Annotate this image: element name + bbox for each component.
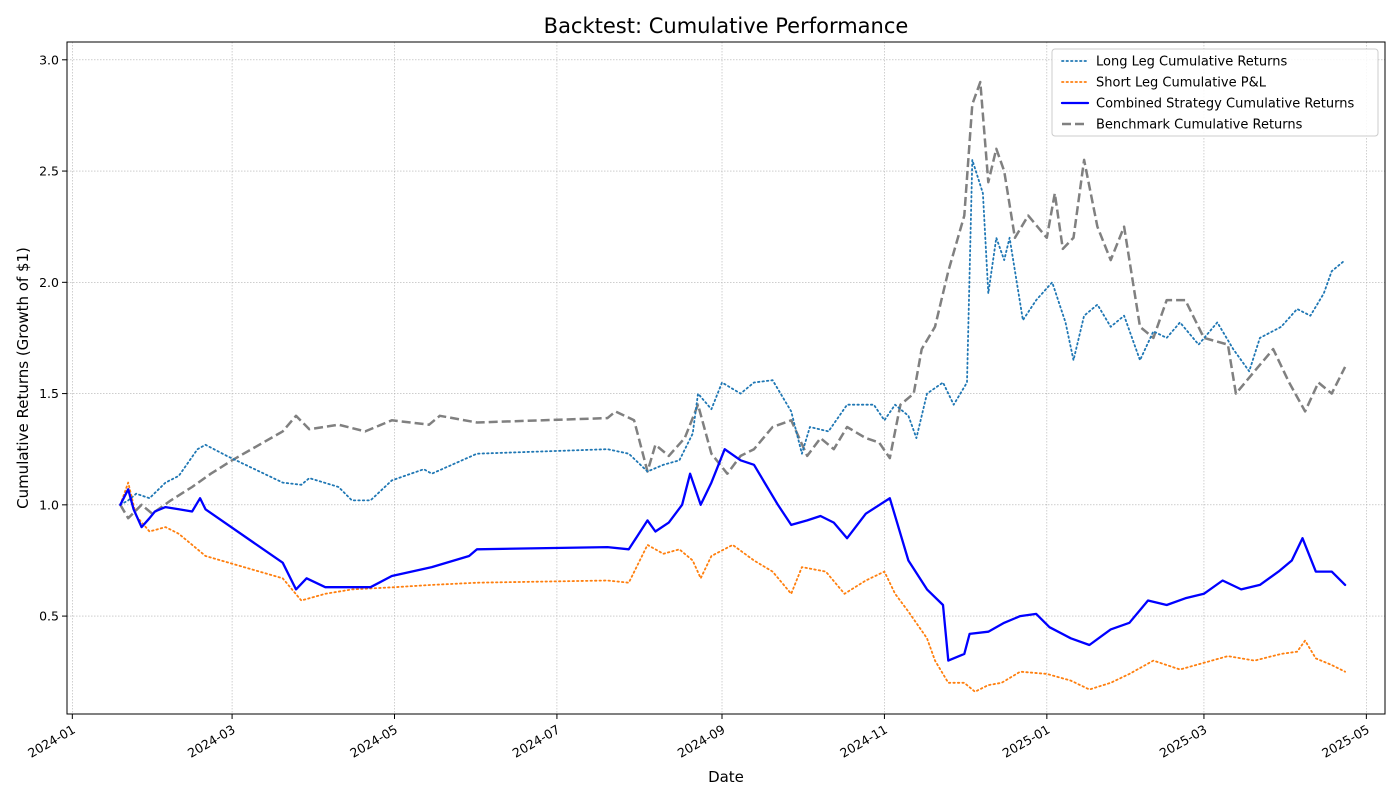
legend-label: Benchmark Cumulative Returns	[1096, 118, 1303, 133]
x-axis-label: Date	[708, 768, 744, 786]
x-tick-label: 2024-09	[675, 722, 728, 761]
y-axis: 0.5 1.0 1.5 2.0 2.5 3.0	[39, 52, 67, 624]
legend-box	[1051, 48, 1379, 137]
series-line-3	[119, 80, 1347, 520]
x-axis: 2024-01 2024-03 2024-05 2024-07 2024-09 2024-…	[25, 714, 1372, 761]
legend-label: Short Leg Cumulative P&L	[1096, 76, 1267, 91]
chart-title: Backtest: Cumulative Performance	[544, 14, 909, 38]
grid-layer	[67, 42, 1385, 714]
y-tick-label: 0.5	[39, 609, 59, 624]
x-tick-label: 2025-05	[1319, 722, 1372, 761]
y-tick-label: 2.5	[39, 164, 59, 179]
y-axis-label: Cumulative Returns (Growth of $1)	[14, 247, 32, 509]
series-layer	[119, 80, 1347, 693]
y-tick-label: 2.0	[39, 275, 59, 290]
plot-frame	[66, 41, 1386, 715]
legend-label: Long Leg Cumulative Returns	[1096, 55, 1287, 70]
y-tick-label: 3.0	[39, 52, 59, 67]
series-line-1	[119, 481, 1346, 693]
legend: Long Leg Cumulative Returns Short Leg Cum…	[1051, 48, 1379, 137]
x-tick-label: 2024-05	[347, 722, 400, 761]
x-tick-label: 2024-01	[25, 722, 78, 761]
x-tick-label: 2025-03	[1157, 722, 1210, 761]
legend-label: Combined Strategy Cumulative Returns	[1096, 97, 1354, 112]
x-tick-label: 2024-11	[837, 722, 890, 761]
series-line-0	[119, 159, 1346, 506]
x-tick-label: 2025-01	[1000, 722, 1053, 761]
y-tick-label: 1.5	[39, 386, 59, 401]
x-tick-label: 2024-03	[185, 722, 238, 761]
y-tick-label: 1.0	[39, 497, 59, 512]
series-line-2	[119, 448, 1347, 662]
x-tick-label: 2024-07	[510, 722, 563, 761]
